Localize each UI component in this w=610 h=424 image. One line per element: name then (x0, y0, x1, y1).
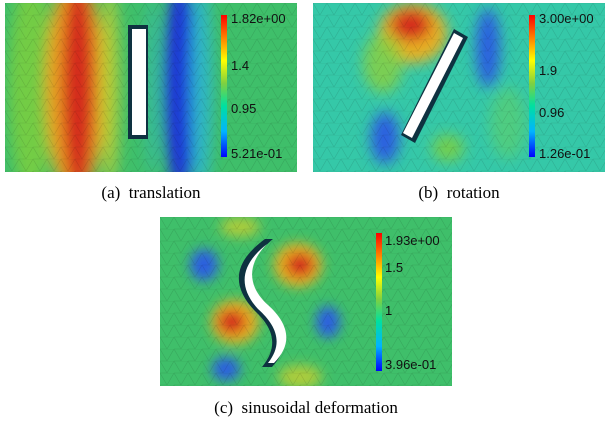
colorbar (529, 15, 535, 157)
colorbar-upper-label: 1.9 (539, 63, 557, 78)
caption-rotation: (b) rotation (418, 183, 500, 202)
translation-obstacle (132, 29, 146, 135)
colorbar-max-label: 3.00e+00 (539, 11, 594, 26)
panel-translation: 1.82e+00 1.4 0.95 5.21e-01 (5, 3, 297, 172)
colorbar-upper-label: 1.5 (385, 260, 403, 275)
panel-sinusoidal-deformation: 1.93e+00 1.5 1 3.96e-01 (160, 217, 452, 386)
sinusoidal-obstacle (244, 244, 287, 363)
sinusoidal-field-plot: 1.93e+00 1.5 1 3.96e-01 (160, 217, 452, 386)
colorbar-min-label: 5.21e-01 (231, 146, 282, 161)
caption-sinusoidal-deformation: (c) sinusoidal deformation (214, 398, 398, 417)
colorbar-min-label: 1.26e-01 (539, 146, 590, 161)
sinusoidal-obstacle-edge (238, 239, 285, 367)
panel-rotation: 3.00e+00 1.9 0.96 1.26e-01 (313, 3, 605, 172)
colorbar-min-label: 3.96e-01 (385, 357, 436, 372)
colorbar-max-label: 1.93e+00 (385, 233, 440, 248)
translation-field-plot: 1.82e+00 1.4 0.95 5.21e-01 (5, 3, 297, 172)
colorbar (221, 15, 227, 157)
caption-translation: (a) translation (101, 183, 201, 202)
colorbar-lower-label: 0.95 (231, 101, 256, 116)
colorbar (376, 233, 382, 371)
colorbar-max-label: 1.82e+00 (231, 11, 286, 26)
colorbar-lower-label: 1 (385, 303, 392, 318)
colorbar-upper-label: 1.4 (231, 58, 249, 73)
rotation-field-plot: 3.00e+00 1.9 0.96 1.26e-01 (313, 3, 605, 172)
colorbar-lower-label: 0.96 (539, 105, 564, 120)
rotation-obstacle (403, 33, 463, 138)
